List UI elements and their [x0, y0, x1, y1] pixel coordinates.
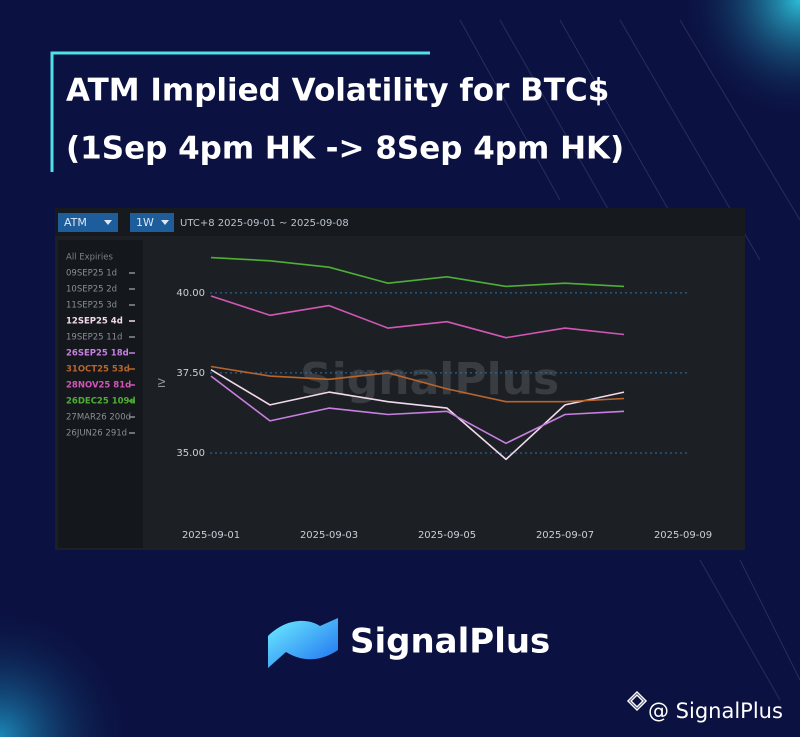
legend-entry[interactable]: 12SEP25 4d: [66, 317, 123, 327]
legend-entry[interactable]: 26JUN26 291d: [66, 429, 127, 439]
brand: SignalPlus: [350, 622, 550, 662]
legend-entry[interactable]: 27MAR26 200d: [66, 413, 131, 423]
glow: [600, 0, 800, 200]
series-line: [210, 369, 625, 461]
handle: @ SignalPlus: [648, 699, 783, 723]
x-tick-label: 2025-09-05: [418, 530, 476, 541]
x-tick-label: 2025-09-09: [654, 530, 712, 541]
dropdown-label: ATM: [64, 216, 87, 229]
dropdown-arrow: [104, 220, 169, 225]
dropdown-label: 1W: [136, 216, 154, 229]
y-tick-label: 40.00: [176, 288, 205, 299]
legend-entry[interactable]: 28NOV25 81d: [66, 381, 131, 391]
dropdown[interactable]: [58, 213, 118, 232]
glow: [0, 520, 220, 737]
date-range: UTC+8 2025-09-01 ~ 2025-09-08: [180, 218, 349, 229]
logo-icon: [268, 618, 338, 668]
series-line: [210, 256, 625, 288]
legend-panel: [58, 240, 143, 548]
legend-entry[interactable]: 26DEC25 109d: [66, 397, 136, 407]
series-line: [210, 295, 625, 339]
dropdown[interactable]: [130, 213, 174, 232]
legend-entry[interactable]: 10SEP25 2d: [66, 285, 117, 295]
y-tick-label: 35.00: [176, 448, 205, 459]
series-line: [210, 365, 625, 403]
y-axis-label: IV: [157, 378, 168, 388]
watermark: SignalPlus: [300, 354, 559, 405]
x-tick-label: 2025-09-03: [300, 530, 358, 541]
legend-entry[interactable]: 26SEP25 18d: [66, 349, 129, 359]
x-tick-label: 2025-09-01: [182, 530, 240, 541]
title: ATM Implied Volatility for BTC$: [66, 73, 609, 109]
y-tick-label: 37.50: [176, 368, 205, 379]
series-line: [210, 375, 625, 445]
title: (1Sep 4pm HK -> 8Sep 4pm HK): [66, 131, 624, 167]
legend-entry[interactable]: 19SEP25 11d: [66, 333, 122, 343]
title-frame: [50, 51, 430, 172]
x-tick-label: 2025-09-07: [536, 530, 594, 541]
chart-panel: [55, 208, 745, 550]
legend-title: All Expiries: [66, 253, 113, 263]
handle-icon: [626, 690, 648, 712]
legend-entry[interactable]: 31OCT25 53d: [66, 365, 130, 375]
legend-entry[interactable]: 09SEP25 1d: [66, 269, 117, 279]
legend-entry[interactable]: 11SEP25 3d: [66, 301, 117, 311]
